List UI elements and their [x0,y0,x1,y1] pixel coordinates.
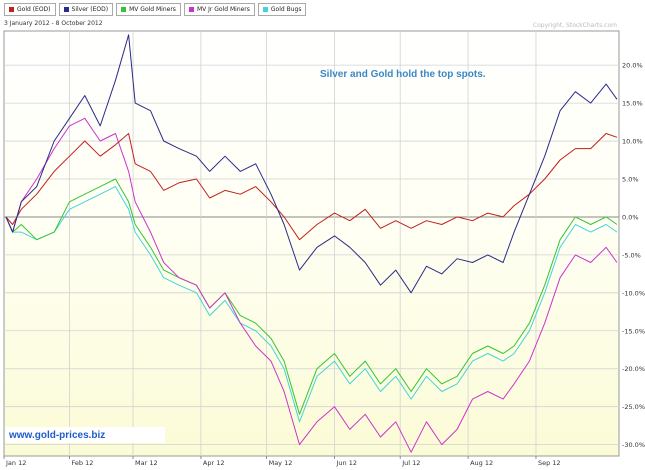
chart-annotation: Silver and Gold hold the top spots. [320,69,486,80]
x-tick-label: May 12 [269,459,293,467]
series-line-mv-gold-miners [5,178,618,415]
x-tick-label: Sep 12 [538,459,561,467]
legend-swatch-gold [9,7,14,12]
x-tick-label: Jun 12 [335,459,357,467]
site-watermark: www.gold-prices.biz [5,427,165,443]
y-tick-label: 20.0% [622,62,643,70]
x-tick-label: Apr 12 [203,459,225,467]
legend-label-gold-bugs: Gold Bugs [270,6,302,13]
series-line-silver-eod [5,34,618,294]
legend-label-gold-miners: MV Gold Miners [129,6,176,13]
series-line-gold-bugs [5,186,618,423]
y-axis-ticks: 20.0% 15.0% 10.0% 5.0% 0.0% -5.0% -10.0% -15.0%… [622,62,645,449]
legend-swatch-gold-bugs [262,7,268,12]
y-tick-label: -10.0% [622,289,645,297]
y-tick-label: 10.0% [622,138,643,146]
series-lines [5,34,618,453]
chart-legend: Gold (EOD) Silver (EOD) MV Gold Miners M… [4,3,307,16]
y-tick-label: -5.0% [622,251,641,259]
legend-item-gold-miners: MV Gold Miners [116,3,181,16]
legend-label-silver: Silver (EOD) [71,6,109,13]
legend-swatch-jr-gold-miners [188,7,194,12]
series-line-gold-eod [5,133,618,241]
legend-item-silver: Silver (EOD) [58,3,114,16]
plot-area [3,30,620,457]
y-tick-label: 0.0% [622,213,639,221]
x-tick-label: Jan 12 [5,459,26,467]
copyright-text: Copyright, StockCharts.com [532,22,617,29]
x-tick-label: Mar 12 [135,459,158,467]
legend-item-gold-bugs: Gold Bugs [257,3,307,16]
date-range: 3 January 2012 - 8 October 2012 [4,20,103,27]
y-tick-label: -30.0% [622,441,645,449]
x-tick-label: Aug 12 [470,459,493,467]
series-line-mv-jr-gold-miners [5,117,618,453]
legend-swatch-gold-miners [121,7,127,12]
x-axis-ticks: Jan 12 Feb 12 Mar 12 Apr 12 May 12 Jun 12 Jul … [3,456,561,467]
y-tick-label: -20.0% [622,365,645,373]
y-tick-label: -25.0% [622,403,645,411]
y-tick-label: 5.0% [622,175,639,183]
legend-item-jr-gold-miners: MV Jr Gold Miners [183,3,255,16]
y-tick-label: -15.0% [622,327,645,335]
legend-swatch-silver [63,7,69,12]
x-tick-label: Feb 12 [72,459,94,467]
legend-item-gold: Gold (EOD) [4,3,56,16]
x-tick-label: Jul 12 [401,459,420,467]
y-tick-label: 15.0% [622,100,643,108]
legend-label-jr-gold-miners: MV Jr Gold Miners [196,6,250,13]
legend-label-gold: Gold (EOD) [17,6,51,13]
